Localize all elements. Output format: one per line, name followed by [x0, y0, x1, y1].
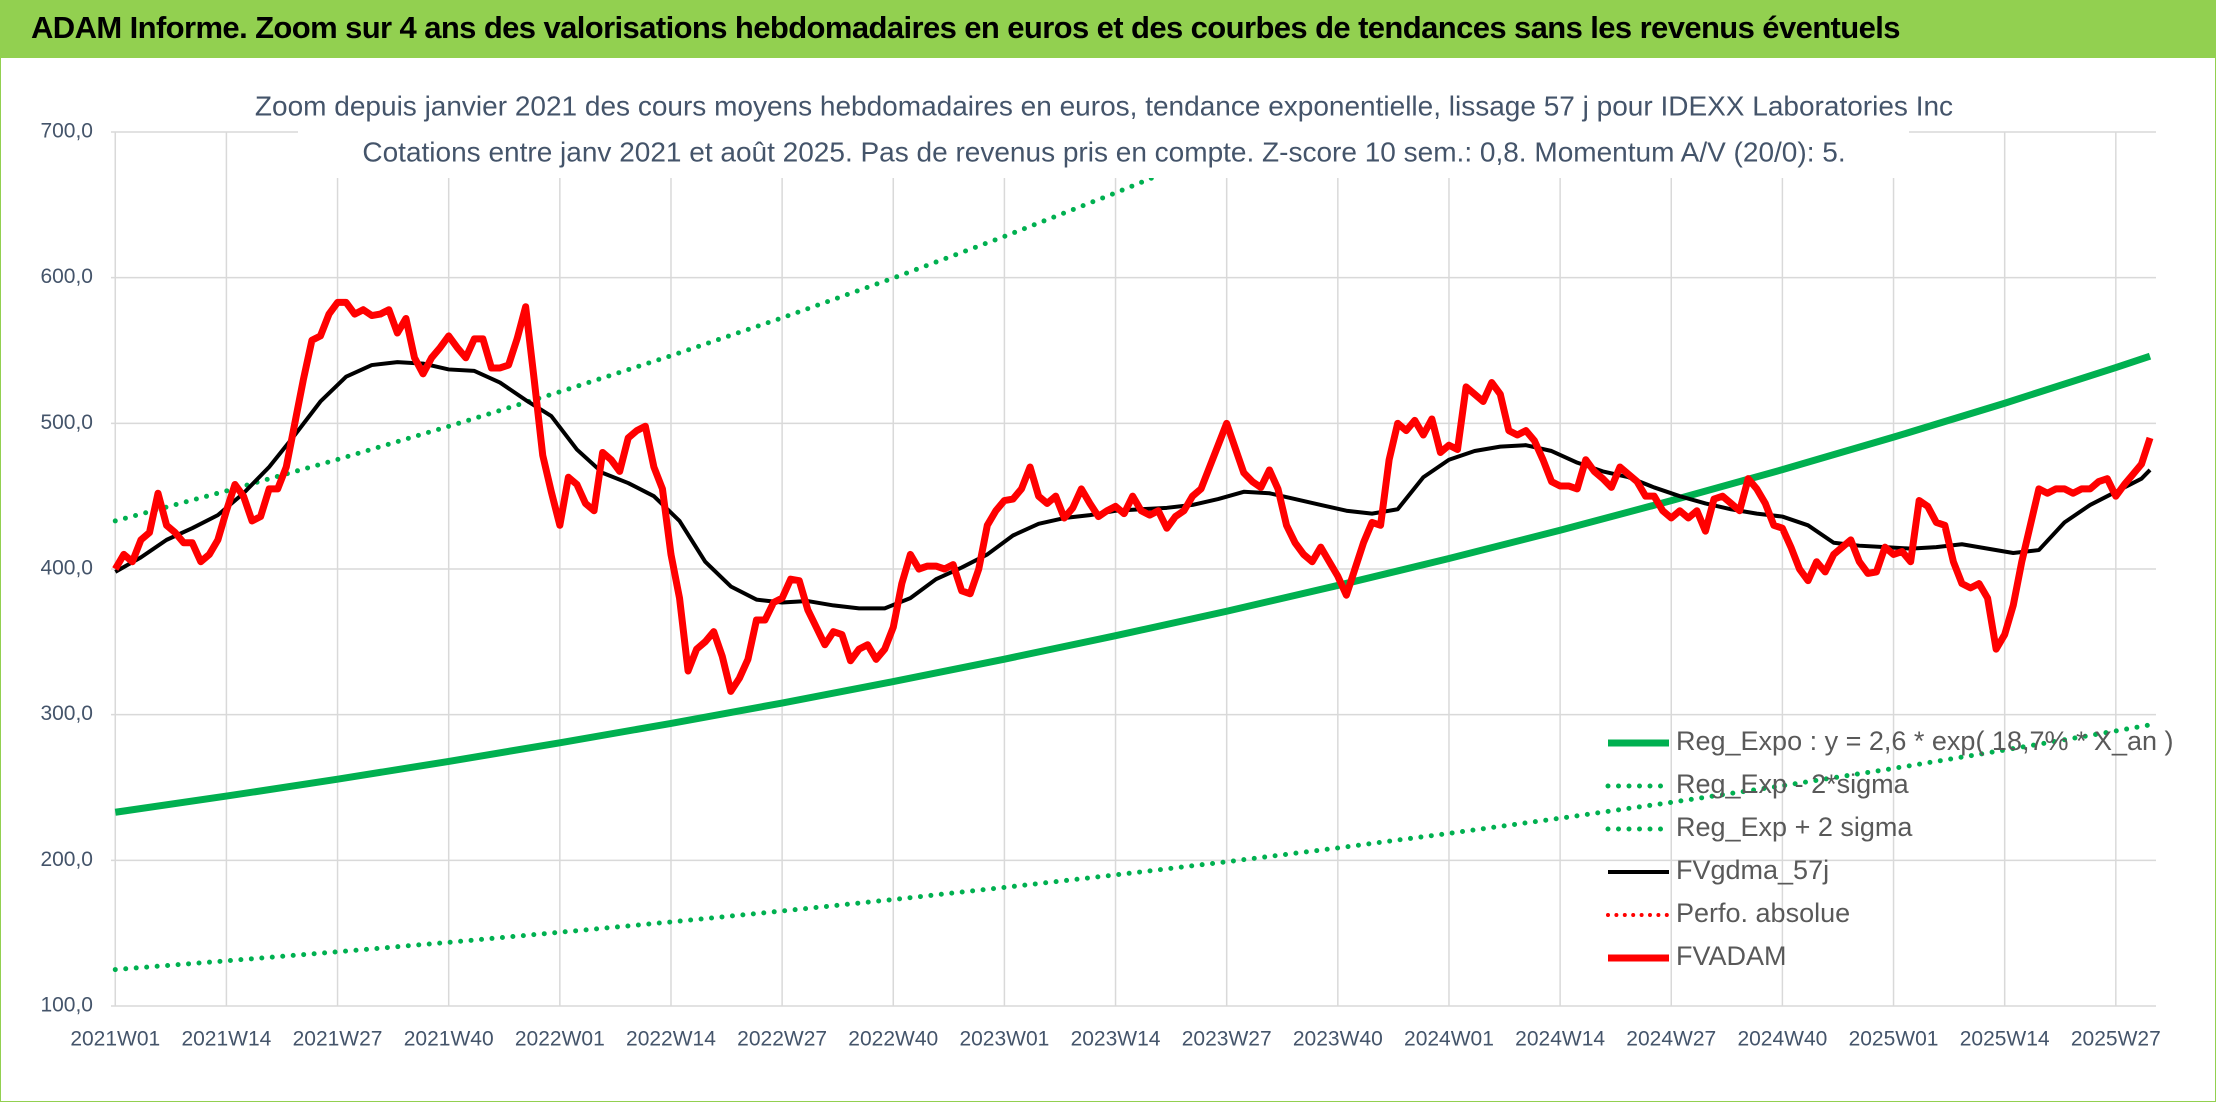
grid [111, 131, 2156, 1007]
y-tick-label: 700,0 [40, 120, 93, 143]
y-tick-label: 100,0 [40, 994, 93, 1017]
x-tick-label: 2025W01 [1849, 1028, 1939, 1051]
legend: Reg_Expo : y = 2,6 * exp( 18,7% * X_an )… [1605, 726, 2174, 971]
x-tick-label: 2024W14 [1515, 1028, 1605, 1051]
x-tick-label: 2025W27 [2071, 1028, 2161, 1051]
x-tick-label: 2024W40 [1737, 1028, 1827, 1051]
chart: Zoom depuis janvier 2021 des cours moyen… [40, 89, 2174, 1051]
y-tick-label: 600,0 [40, 265, 93, 288]
series-line [114, 352, 2152, 816]
y-tick-label: 500,0 [40, 411, 93, 434]
legend-label: FVgdma_57j [1676, 855, 1829, 885]
x-tick-label: 2023W01 [959, 1028, 1049, 1051]
x-tick-label: 2024W01 [1404, 1028, 1494, 1051]
x-tick-label: 2021W01 [70, 1028, 160, 1051]
title-background [298, 89, 1909, 178]
legend-label: Perfo. absolue [1676, 898, 1850, 928]
x-tick-label: 2022W27 [737, 1028, 827, 1051]
legend-label: Reg_Expo : y = 2,6 * exp( 18,7% * X_an ) [1676, 726, 2174, 756]
legend-label: Reg_Exp - 2*sigma [1676, 769, 1910, 799]
x-tick-label: 2022W01 [515, 1028, 605, 1051]
x-tick-label: 2021W40 [404, 1028, 494, 1051]
legend-label: Reg_Exp + 2 sigma [1676, 812, 1913, 842]
header-bar: ADAM Informe. Zoom sur 4 ans des valoris… [1, 1, 2215, 58]
x-tick-label: 2023W14 [1071, 1028, 1161, 1051]
chart-title: Zoom depuis janvier 2021 des cours moyen… [255, 90, 1953, 121]
x-tick-label: 2025W14 [1960, 1028, 2050, 1051]
chart-subtitle: Cotations entre janv 2021 et août 2025. … [362, 136, 1845, 167]
x-tick-label: 2021W14 [181, 1028, 271, 1051]
x-tick-label: 2022W40 [848, 1028, 938, 1051]
legend-label: FVADAM [1676, 941, 1787, 971]
header-title: ADAM Informe. Zoom sur 4 ans des valoris… [31, 10, 1901, 45]
y-tick-label: 400,0 [40, 557, 93, 580]
axes: 100,0 200,0 300,0 400,0 500,0 600,0 700,0 2021W… [40, 120, 2160, 1051]
x-tick-label: 2024W27 [1626, 1028, 1716, 1051]
y-tick-label: 300,0 [40, 702, 93, 725]
series-layer [112, 132, 2154, 973]
x-tick-label: 2021W27 [293, 1028, 383, 1051]
x-tick-label: 2022W14 [626, 1028, 716, 1051]
series-line [114, 360, 2152, 611]
series-line [112, 722, 2153, 973]
x-tick-label: 2023W40 [1293, 1028, 1383, 1051]
title-box: Zoom depuis janvier 2021 des cours moyen… [255, 89, 1953, 178]
y-tick-label: 200,0 [40, 848, 93, 871]
x-tick-label: 2023W27 [1182, 1028, 1272, 1051]
series-line [112, 298, 2154, 695]
